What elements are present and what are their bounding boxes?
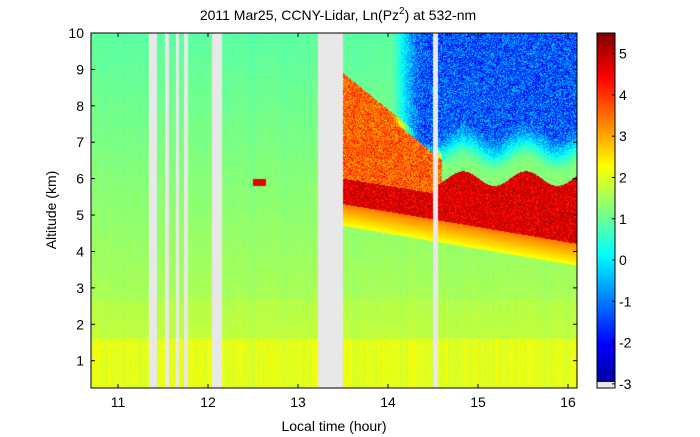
colorbar-tick-label: 3 <box>619 128 627 144</box>
y-tick-label: 9 <box>76 61 84 77</box>
y-tick-label: 1 <box>76 353 84 369</box>
x-axis-label: Local time (hour) <box>281 418 386 434</box>
colorbar <box>597 33 615 388</box>
y-tick-label: 5 <box>76 207 84 223</box>
x-tick-label: 14 <box>380 394 396 410</box>
x-tick-label: 13 <box>290 394 306 410</box>
y-tick-label: 4 <box>76 243 84 259</box>
colorbar-tick-label: -1 <box>619 293 632 309</box>
x-tick-label: 15 <box>470 394 486 410</box>
colorbar-tick-label: 1 <box>619 211 627 227</box>
x-tick-label: 12 <box>200 394 216 410</box>
colorbar-tick-label: 4 <box>619 87 627 103</box>
colorbar-tick-label: 5 <box>619 46 627 62</box>
y-tick-label: 7 <box>76 134 84 150</box>
colorbar-tick-label: 0 <box>619 252 627 268</box>
y-tick-label: 3 <box>76 280 84 296</box>
plot-frame <box>90 32 578 389</box>
y-tick-label: 8 <box>76 98 84 114</box>
colorbar-tick-label: -3 <box>619 376 632 392</box>
colorbar-tick-label: -2 <box>619 335 632 351</box>
x-tick-label: 16 <box>560 394 576 410</box>
y-tick-label: 10 <box>68 25 84 41</box>
x-axis-ticks: 11 12 13 14 15 16 <box>111 33 576 410</box>
colorbar-tick-label: 2 <box>619 169 627 185</box>
x-tick-label: 11 <box>111 394 126 410</box>
colorbar-nodata-swatch <box>597 382 615 388</box>
heatmap-image <box>91 33 577 388</box>
colorbar-frame <box>596 32 616 389</box>
y-tick-label: 6 <box>76 171 84 187</box>
colorbar-ticks: -3 -2 -1 0 1 2 3 4 5 <box>612 46 632 392</box>
y-axis-ticks: 1 2 3 4 5 6 7 8 9 10 <box>68 25 577 369</box>
chart-title: 2011 Mar25, CCNY-Lidar, Ln(Pz2) at 532-n… <box>200 6 476 23</box>
y-axis-label: Altitude (km) <box>43 171 59 250</box>
y-tick-label: 2 <box>76 316 84 332</box>
